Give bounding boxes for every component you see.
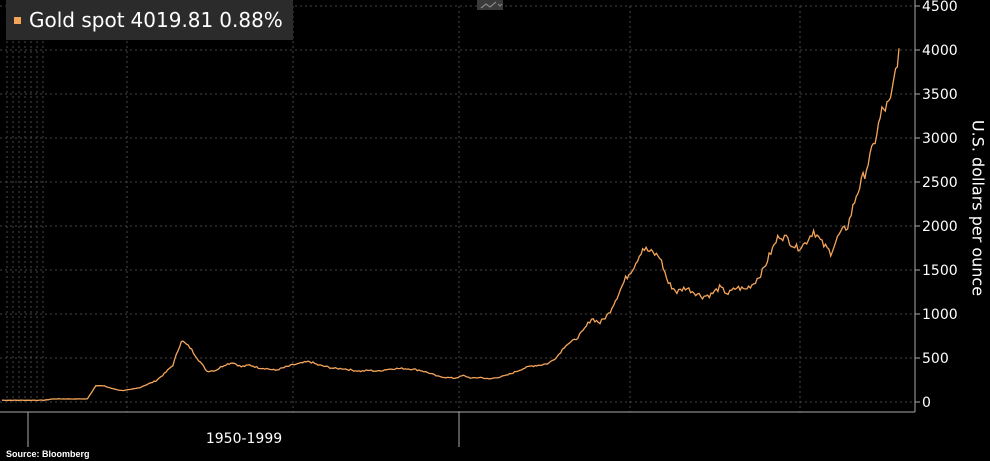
y-tick-label: 1000 [922, 307, 958, 323]
y-axis-label: U.S. dollars per ounce [968, 119, 988, 297]
series-line-gold-spot [2, 48, 900, 402]
y-tick-label: 2500 [922, 175, 958, 191]
y-tick-label: 4000 [922, 43, 958, 59]
x-axis: 1950-1999 [206, 431, 282, 447]
y-axis: 0 500 1000 1500 2000 2500 3000 3500 4000 4500 [0, 0, 958, 447]
y-tick-label: 0 [922, 395, 931, 411]
y-tick-label: 1500 [922, 263, 958, 279]
legend-series-name: Gold spot [29, 8, 125, 32]
chart-legend: Gold spot 4019.81 0.88% [6, 0, 293, 40]
legend-last-value: 4019.81 [130, 8, 214, 32]
y-tick-label: 2000 [922, 219, 958, 235]
legend-swatch [14, 16, 21, 24]
y-tick-label: 3500 [922, 87, 958, 103]
y-tick-label: 4500 [922, 0, 958, 15]
y-tick-label: 500 [922, 351, 949, 367]
line-chart-icon[interactable] [477, 0, 503, 10]
source-note: Source: Bloomberg [6, 449, 90, 459]
chart-grid [0, 5, 915, 412]
y-tick-label: 3000 [922, 131, 958, 147]
legend-change: 0.88% [219, 8, 283, 32]
x-tick-label: 1950-1999 [206, 431, 282, 447]
